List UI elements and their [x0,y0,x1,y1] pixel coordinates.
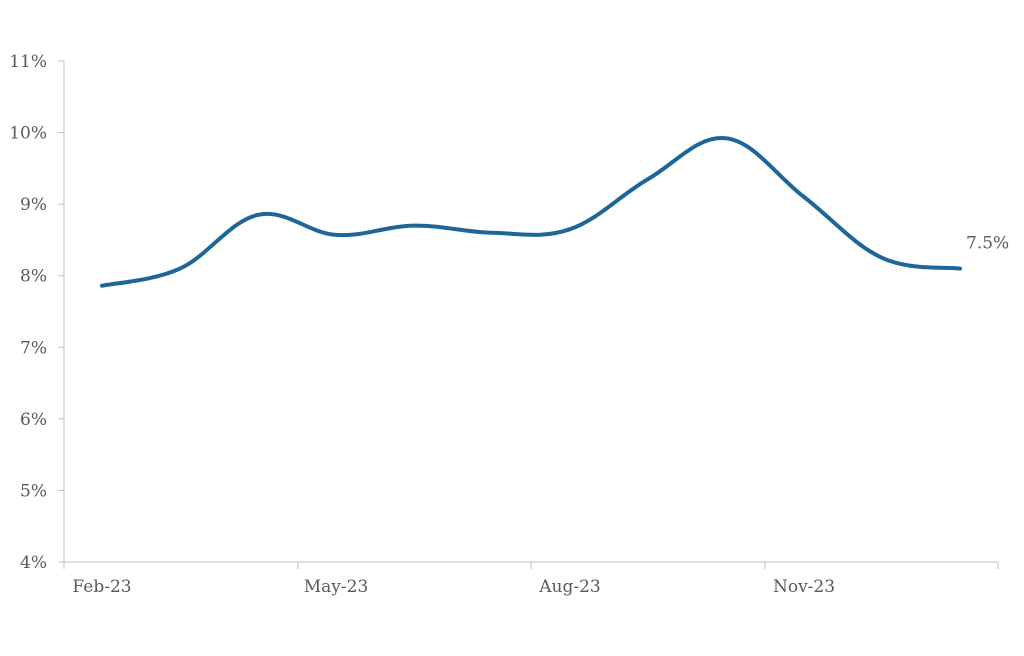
y-tick-label: 9% [20,195,47,215]
y-tick-label: 7% [20,338,47,358]
end-value-label: 7.5% [966,234,1009,254]
y-tick-label: 8% [20,267,47,287]
x-axis: Feb-23 May-23 Aug-23 Nov-23 [63,561,999,597]
y-tick-label: 11% [9,52,47,72]
y-axis: 4% 5% 6% 7% 8% 9% 10% 11% [9,52,65,573]
x-tick-label: Aug-23 [538,577,600,597]
x-tick-label: Nov-23 [773,577,835,597]
y-tick-label: 4% [20,553,47,573]
y-tick-label: 6% [20,410,47,430]
series-line [100,136,962,288]
x-tick-label: Feb-23 [72,577,131,597]
x-tick-label: May-23 [304,577,369,597]
series-group [100,136,962,288]
y-tick-label: 10% [9,124,47,144]
y-tick-label: 5% [20,481,47,501]
